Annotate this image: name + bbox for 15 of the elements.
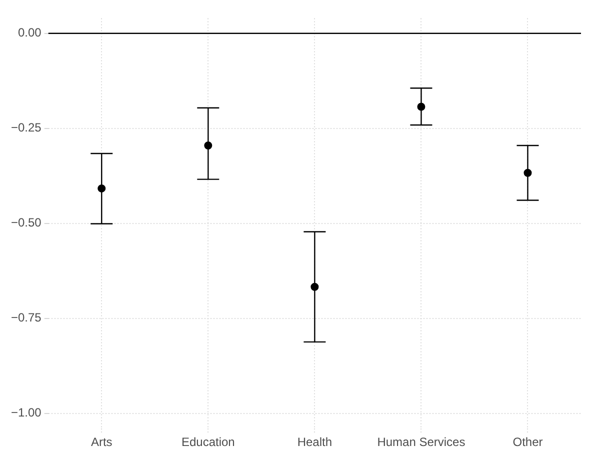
x-tick-label: Other	[512, 435, 543, 450]
y-tick-label: −0.50	[10, 216, 42, 230]
y-tick-label: 0.00	[18, 26, 42, 40]
x-tick-label: Education	[181, 435, 235, 450]
point	[204, 142, 212, 150]
x-tick-label: Health	[297, 435, 332, 450]
y-tick-label: −1.00	[10, 406, 42, 420]
x-tick-label: Arts	[90, 435, 112, 450]
y-tick-label: −0.25	[10, 120, 42, 135]
point	[524, 168, 532, 177]
point	[98, 184, 106, 192]
point	[417, 102, 426, 111]
y-tick-label: −0.75	[10, 310, 42, 325]
point	[310, 282, 319, 291]
x-tick-label: Human Services	[377, 435, 466, 450]
